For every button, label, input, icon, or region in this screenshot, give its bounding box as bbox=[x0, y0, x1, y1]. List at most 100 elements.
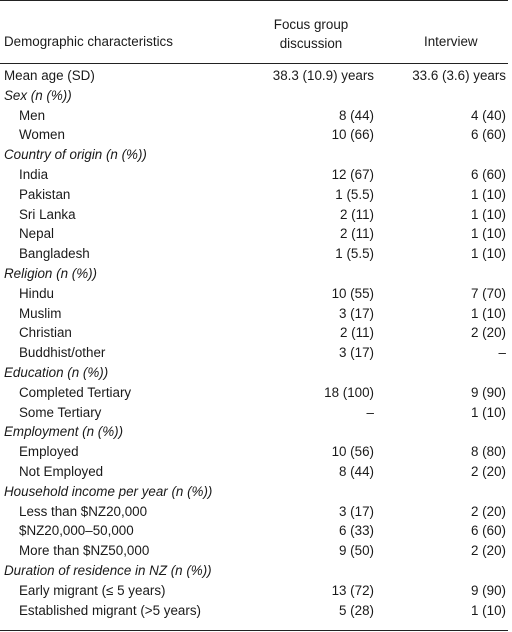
table-row: Less than $NZ20,000 3 (17) 2 (20) bbox=[0, 502, 508, 522]
focus-group-value: 12 (67) bbox=[331, 166, 374, 182]
category-row: Duration of residence in NZ (n (%)) bbox=[0, 561, 508, 581]
row-label: Employment (n (%)) bbox=[4, 424, 124, 440]
row-label: Muslim bbox=[19, 305, 62, 321]
focus-group-value bbox=[252, 264, 388, 284]
interview-value: 6 (60) bbox=[471, 166, 506, 182]
row-label: Bangladesh bbox=[19, 246, 90, 262]
row-label: Household income per year (n (%)) bbox=[4, 483, 213, 499]
table-row: Pakistan 1 (5.5) 1 (10) bbox=[0, 185, 508, 205]
row-label: Sex (n (%)) bbox=[4, 87, 72, 103]
table-row: Women 10 (66) 6 (60) bbox=[0, 125, 508, 145]
header-demographic-characteristics: Demographic characteristics bbox=[4, 34, 173, 49]
row-label: Established migrant (>5 years) bbox=[19, 602, 201, 618]
category-row: Sex (n (%)) bbox=[0, 86, 508, 106]
table-header: Demographic characteristics Focus group … bbox=[0, 0, 508, 63]
focus-group-value: 2 (11) bbox=[340, 226, 374, 242]
interview-value: 2 (20) bbox=[471, 543, 506, 559]
interview-value: – bbox=[498, 345, 506, 361]
interview-value: 33.6 (3.6) years bbox=[412, 68, 506, 83]
row-label: Hindu bbox=[19, 285, 54, 301]
interview-value bbox=[388, 363, 508, 383]
row-label: Completed Tertiary bbox=[19, 384, 132, 400]
interview-value bbox=[388, 482, 508, 502]
header-focus-group-discussion: Focus group discussion bbox=[273, 17, 349, 51]
interview-value: 1 (10) bbox=[471, 226, 506, 242]
top-rule bbox=[0, 0, 508, 1]
focus-group-value bbox=[252, 422, 388, 442]
row-label: Men bbox=[19, 107, 46, 123]
table-row: India 12 (67) 6 (60) bbox=[0, 165, 508, 185]
table-row: Men 8 (44) 4 (40) bbox=[0, 106, 508, 126]
interview-value: 1 (10) bbox=[471, 305, 506, 321]
focus-group-value bbox=[252, 561, 388, 581]
interview-value: 4 (40) bbox=[471, 107, 506, 123]
interview-value: 1 (10) bbox=[471, 186, 506, 202]
focus-group-value: 13 (72) bbox=[331, 582, 374, 598]
interview-value: 2 (20) bbox=[471, 463, 506, 479]
focus-group-value: 38.3 (10.9) years bbox=[272, 68, 374, 83]
category-row: Household income per year (n (%)) bbox=[0, 482, 508, 502]
interview-value bbox=[388, 264, 508, 284]
focus-group-value: 2 (11) bbox=[340, 206, 374, 222]
focus-group-value: 18 (100) bbox=[324, 384, 374, 400]
table-row: Not Employed 8 (44) 2 (20) bbox=[0, 462, 508, 482]
header-interview: Interview bbox=[424, 34, 478, 49]
focus-group-value: 1 (5.5) bbox=[335, 186, 374, 202]
row-label: Early migrant (≤ 5 years) bbox=[19, 582, 166, 598]
focus-group-value: 3 (17) bbox=[339, 305, 374, 321]
row-label: Sri Lanka bbox=[19, 206, 76, 222]
focus-group-value bbox=[252, 363, 388, 383]
interview-value: 1 (10) bbox=[471, 206, 506, 222]
row-label: Women bbox=[19, 127, 65, 143]
interview-value bbox=[388, 422, 508, 442]
focus-group-value: 10 (56) bbox=[331, 444, 374, 460]
focus-group-value: 2 (11) bbox=[340, 325, 374, 341]
row-label: Buddhist/other bbox=[19, 345, 106, 361]
interview-value bbox=[388, 86, 508, 106]
interview-value: 6 (60) bbox=[471, 523, 506, 539]
row-label: More than $NZ50,000 bbox=[19, 543, 150, 559]
focus-group-value bbox=[252, 86, 388, 106]
interview-value: 1 (10) bbox=[471, 602, 506, 618]
interview-value bbox=[388, 145, 508, 165]
table-row: Hindu 10 (55) 7 (70) bbox=[0, 284, 508, 304]
row-label: Duration of residence in NZ (n (%)) bbox=[4, 562, 212, 578]
focus-group-value: 10 (55) bbox=[331, 285, 374, 301]
focus-group-value: 8 (44) bbox=[339, 107, 374, 123]
row-label: Mean age (SD) bbox=[4, 68, 95, 83]
focus-group-value: 3 (17) bbox=[339, 345, 374, 361]
interview-value: 9 (90) bbox=[471, 582, 506, 598]
focus-group-value bbox=[252, 145, 388, 165]
table-row: $NZ20,000–50,000 6 (33) 6 (60) bbox=[0, 521, 508, 541]
row-label: Pakistan bbox=[19, 186, 71, 202]
table-row: Mean age (SD) 38.3 (10.9) years 33.6 (3.6)… bbox=[0, 66, 508, 86]
table-body: Mean age (SD) 38.3 (10.9) years 33.6 (3.6)… bbox=[0, 66, 508, 620]
demographics-table: Mean age (SD) 38.3 (10.9) years 33.6 (3.6)… bbox=[0, 66, 508, 620]
focus-group-value: 6 (33) bbox=[339, 523, 374, 539]
row-label: Some Tertiary bbox=[19, 404, 102, 420]
bottom-rule bbox=[0, 630, 508, 631]
table-row: Completed Tertiary 18 (100) 9 (90) bbox=[0, 383, 508, 403]
row-label: $NZ20,000–50,000 bbox=[19, 523, 134, 539]
interview-value: 9 (90) bbox=[471, 384, 506, 400]
table-row: Christian 2 (11) 2 (20) bbox=[0, 323, 508, 343]
table-row: Early migrant (≤ 5 years) 13 (72) 9 (90) bbox=[0, 581, 508, 601]
focus-group-value: 3 (17) bbox=[339, 503, 374, 519]
table-row: Employed 10 (56) 8 (80) bbox=[0, 442, 508, 462]
row-label: Country of origin (n (%)) bbox=[4, 147, 147, 163]
table-row: More than $NZ50,000 9 (50) 2 (20) bbox=[0, 541, 508, 561]
category-row: Employment (n (%)) bbox=[0, 422, 508, 442]
focus-group-value: 5 (28) bbox=[339, 602, 374, 618]
row-label: Less than $NZ20,000 bbox=[19, 503, 148, 519]
table-row: Buddhist/other 3 (17) – bbox=[0, 343, 508, 363]
table-row: Muslim 3 (17) 1 (10) bbox=[0, 304, 508, 324]
interview-value bbox=[388, 561, 508, 581]
interview-value: 1 (10) bbox=[471, 246, 506, 262]
row-label: Education (n (%)) bbox=[4, 364, 109, 380]
focus-group-value: 1 (5.5) bbox=[335, 246, 374, 262]
focus-group-value: – bbox=[366, 404, 374, 420]
table-row: Bangladesh 1 (5.5) 1 (10) bbox=[0, 244, 508, 264]
interview-value: 7 (70) bbox=[471, 285, 506, 301]
row-label: Nepal bbox=[19, 226, 54, 242]
